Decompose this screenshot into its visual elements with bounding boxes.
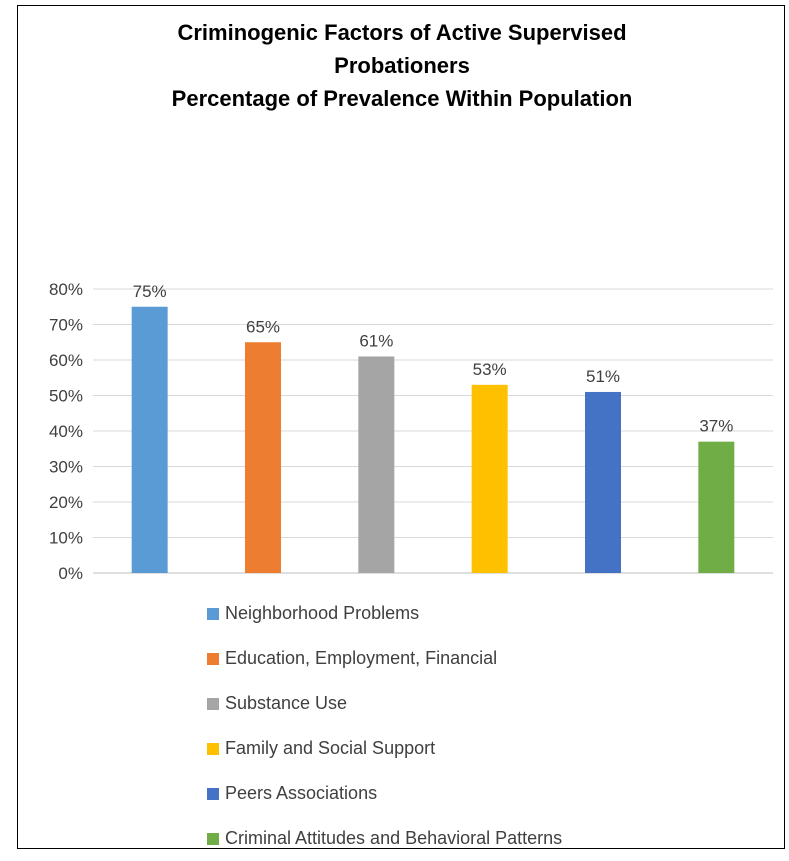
bar <box>245 342 281 573</box>
legend-swatch <box>207 832 219 845</box>
plot-area: 0% 10% 20% 30% 40% 50% 60% 70% 80% 75% 65% 61% 53% 51… <box>49 280 773 583</box>
y-tick-label: 80% <box>49 280 83 299</box>
y-tick-label: 10% <box>49 529 83 548</box>
legend-swatch <box>207 607 219 620</box>
legend-swatch <box>207 652 219 665</box>
chart-title: Criminogenic Factors of Active Supervise… <box>18 16 786 115</box>
legend-label: Substance Use <box>225 693 348 713</box>
y-tick-label: 70% <box>49 316 83 335</box>
legend-item-criminal-attitudes: Criminal Attitudes and Behavioral Patter… <box>207 816 562 861</box>
bar <box>698 441 735 573</box>
legend-item-education-employment-financial: Education, Employment, Financial <box>207 636 562 681</box>
y-tick-label: 50% <box>49 387 83 406</box>
data-label: 51% <box>586 367 620 386</box>
y-tick-label: 20% <box>49 493 83 512</box>
legend-swatch <box>207 742 219 755</box>
data-label: 75% <box>133 282 167 301</box>
legend-label: Education, Employment, Financial <box>225 648 498 668</box>
y-tick-label: 40% <box>49 422 83 441</box>
legend-label: Criminal Attitudes and Behavioral Patter… <box>225 828 563 848</box>
legend: Neighborhood Problems Education, Employm… <box>207 591 562 861</box>
legend-label: Peers Associations <box>225 783 378 803</box>
chart-title-line-2: Probationers <box>334 53 470 78</box>
legend-swatch <box>207 697 219 710</box>
bar <box>471 384 508 573</box>
y-tick-label: 30% <box>49 458 83 477</box>
y-tick-label: 0% <box>58 564 83 583</box>
data-label: 53% <box>473 360 507 379</box>
legend-item-substance-use: Substance Use <box>207 681 562 726</box>
legend-item-neighborhood-problems: Neighborhood Problems <box>207 591 562 636</box>
legend-label: Neighborhood Problems <box>225 603 420 623</box>
chart-title-line-1: Criminogenic Factors of Active Supervise… <box>177 20 627 45</box>
chart-title-line-3: Percentage of Prevalence Within Populati… <box>171 86 633 111</box>
bar <box>585 391 621 573</box>
data-label: 37% <box>699 417 733 436</box>
legend-swatch <box>207 787 219 800</box>
bar <box>131 306 168 573</box>
data-label: 61% <box>359 331 393 350</box>
y-tick-label: 60% <box>49 351 83 370</box>
chart-frame: Criminogenic Factors of Active Supervise… <box>17 5 785 849</box>
legend-item-peers-associations: Peers Associations <box>207 771 562 816</box>
legend-item-family-and-social-support: Family and Social Support <box>207 726 562 771</box>
data-label: 65% <box>246 317 280 336</box>
legend-label: Family and Social Support <box>225 738 436 758</box>
bar <box>358 356 395 573</box>
